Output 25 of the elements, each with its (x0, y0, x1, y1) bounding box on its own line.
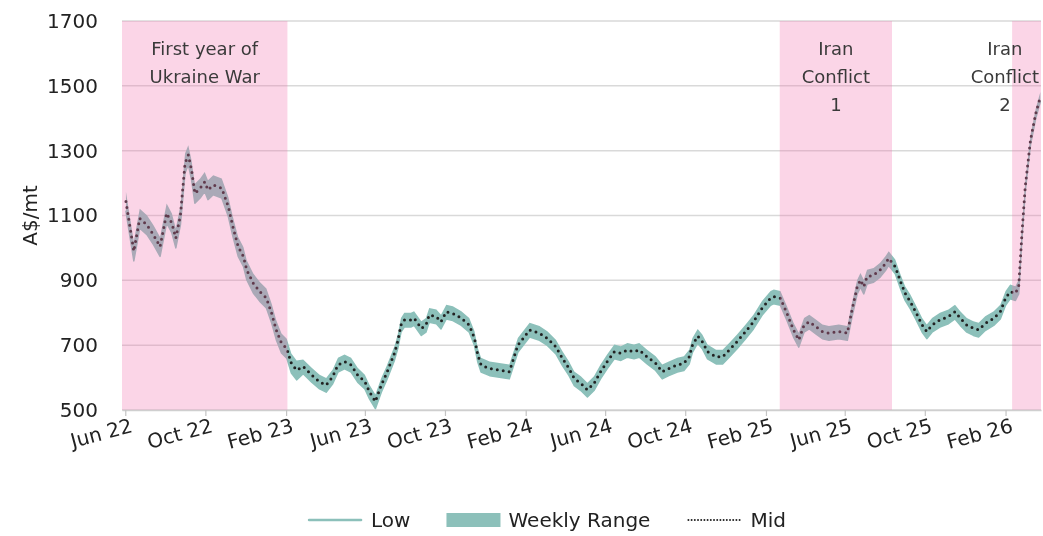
band-label: First year of Ukraine War (149, 38, 261, 87)
x-tick-label: Oct 24 (624, 413, 695, 454)
y-axis-title: A$/mt (18, 185, 42, 246)
band-label: Iran Conflict 1 (801, 38, 871, 115)
x-tick-label: Oct 22 (144, 413, 216, 454)
x-tick-label: Feb 24 (464, 413, 536, 454)
y-tick-label: 1500 (47, 73, 98, 98)
legend-label: Low (371, 508, 411, 532)
y-tick-label: 700 (59, 333, 98, 358)
x-tick-label: Jun 23 (305, 413, 375, 454)
x-tick-label: Oct 25 (864, 413, 935, 454)
y-tick-label: 1300 (47, 138, 98, 163)
x-tick-label: Jun 24 (545, 413, 615, 454)
x-tick-label: Oct 23 (384, 413, 455, 454)
y-tick-label: 500 (59, 397, 98, 422)
y-tick-label: 1100 (47, 203, 98, 228)
legend-label: Mid (750, 508, 786, 532)
x-tick-label: Feb 25 (704, 413, 776, 454)
y-tick-label: 1700 (47, 8, 98, 33)
x-tick-label: Feb 23 (224, 413, 296, 454)
x-tick-label: Jun 25 (785, 413, 855, 454)
band-label: Iran Conflict 2 (970, 38, 1039, 115)
y-tick-label: 900 (59, 268, 98, 293)
legend-label: Weekly Range (508, 508, 651, 532)
x-tick-label: Feb 26 (944, 413, 1016, 454)
